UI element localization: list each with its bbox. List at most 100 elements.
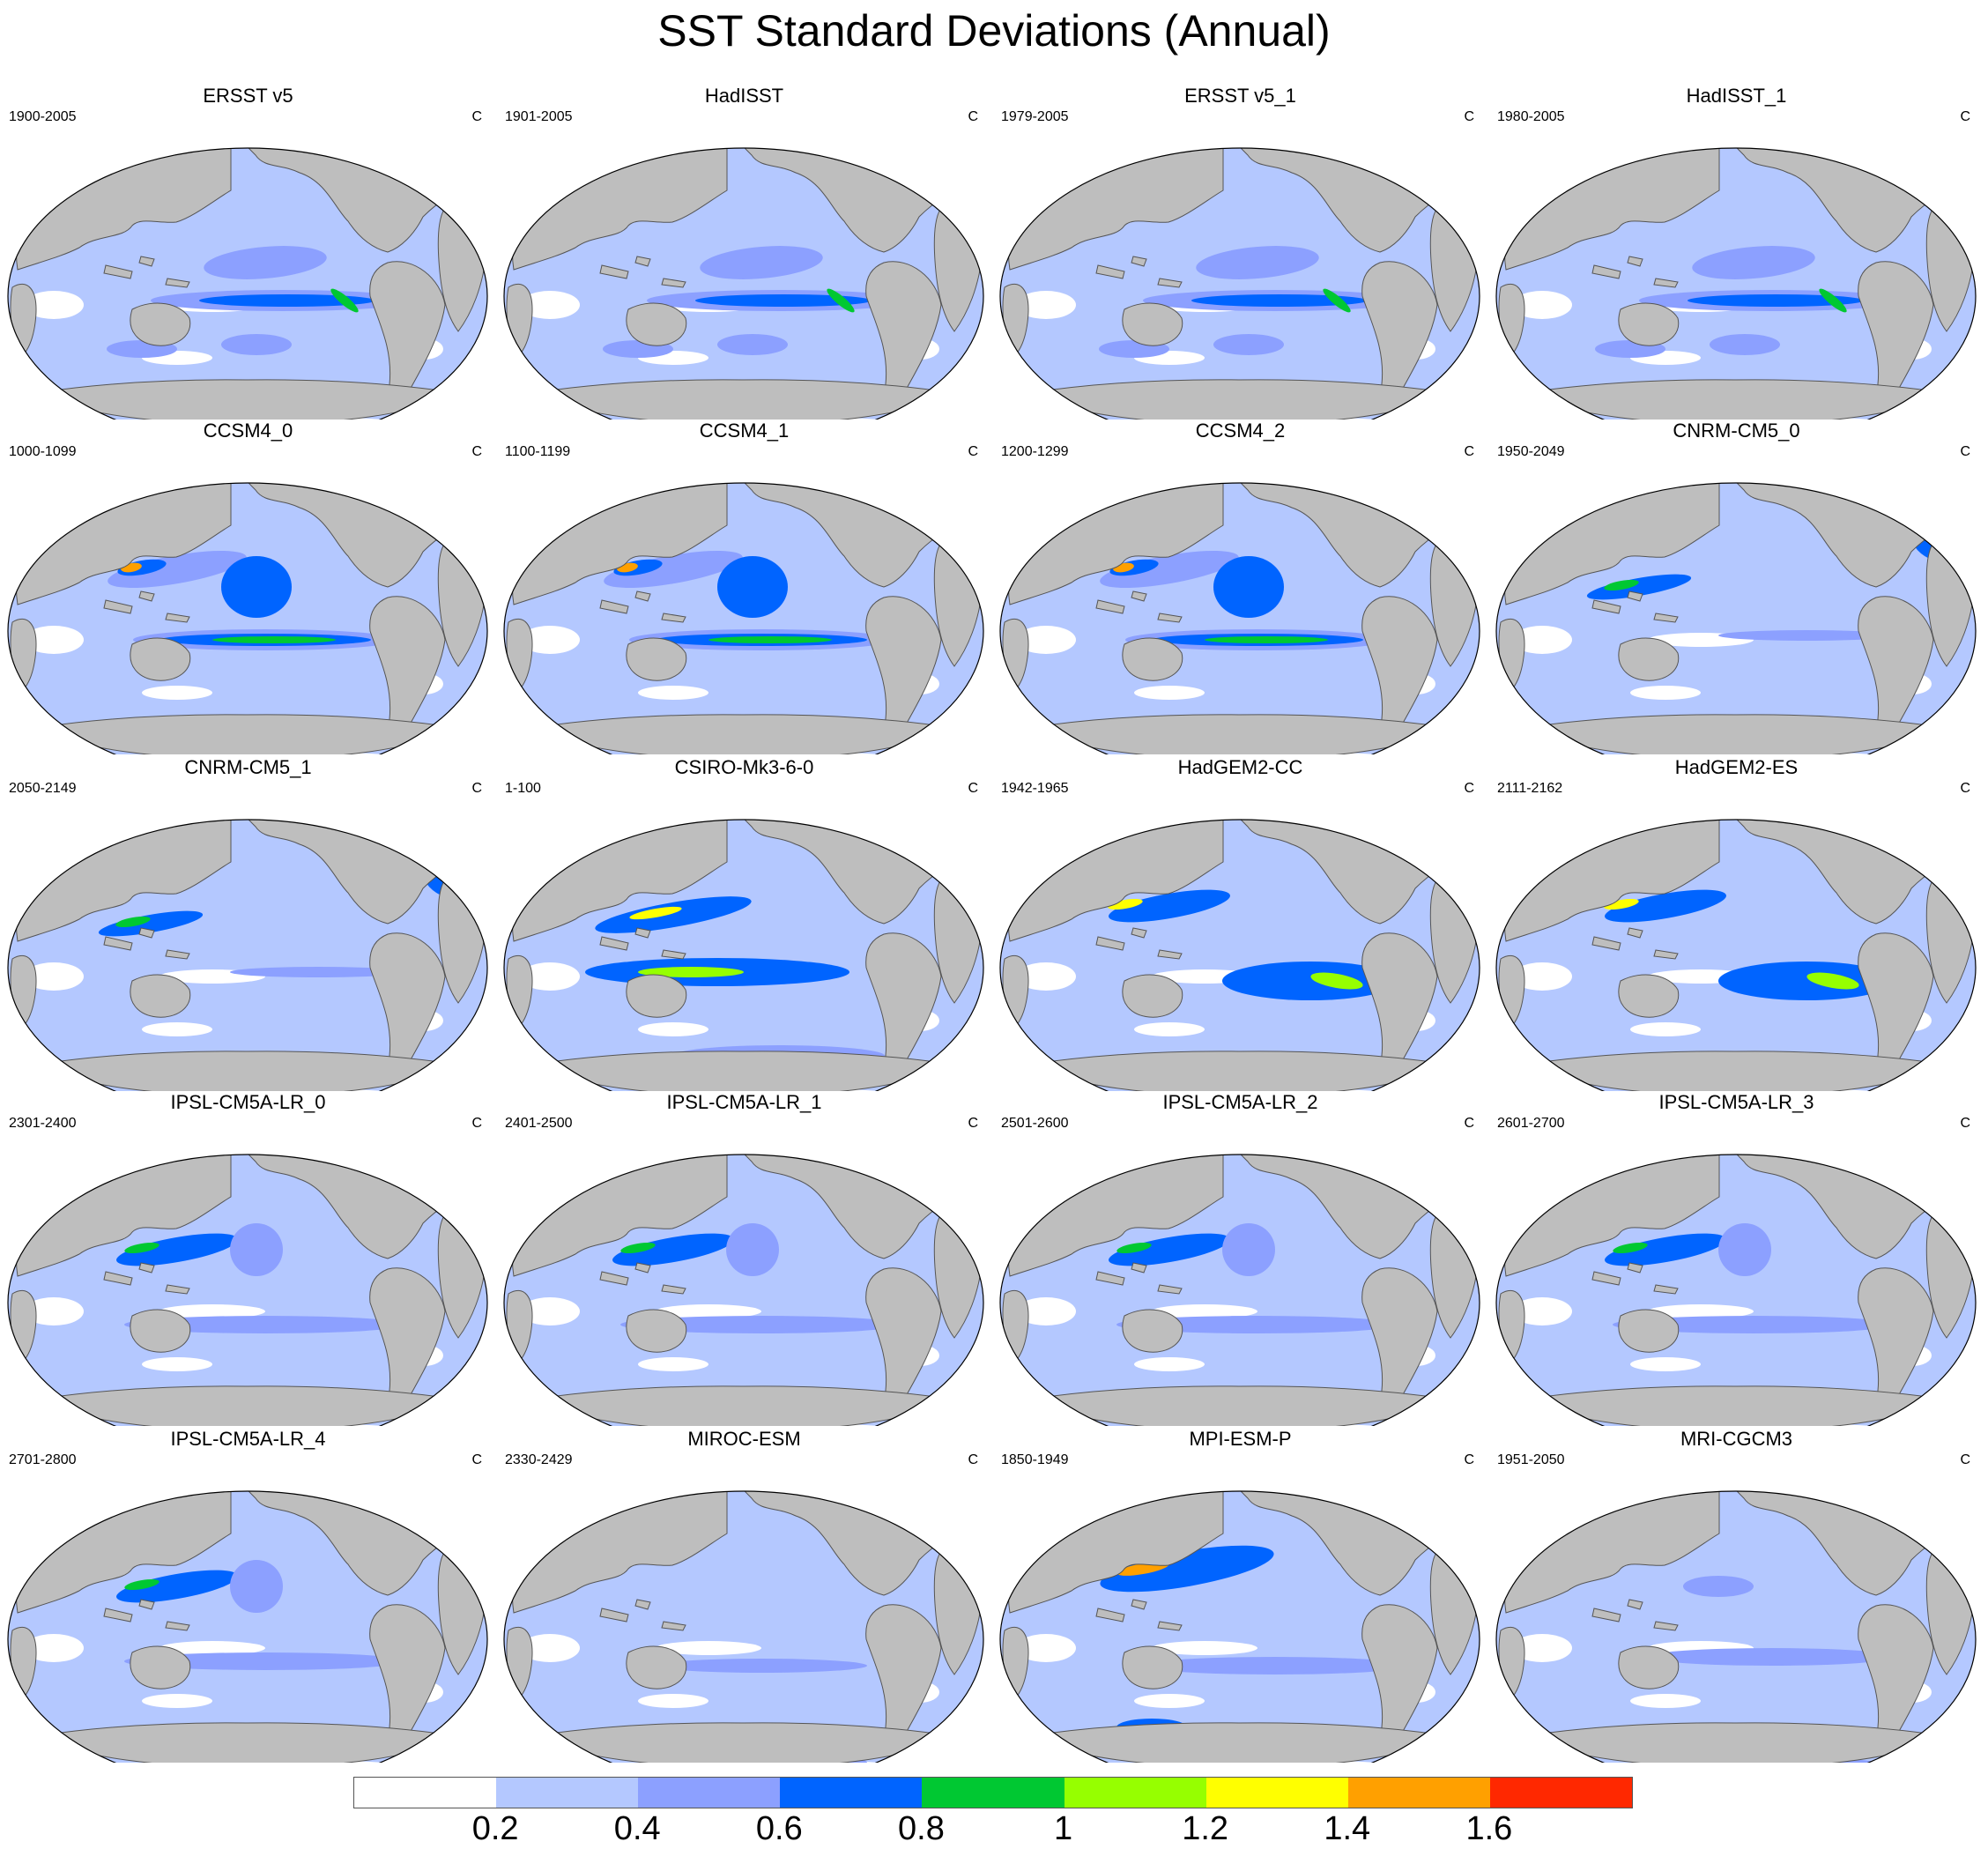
land-mass — [369, 483, 431, 494]
low-variance-patch — [142, 1022, 212, 1036]
panel-years: 2501-2600 — [1001, 1116, 1069, 1131]
panel-units: C — [1960, 1452, 1970, 1467]
sst-variance-contour — [1613, 1316, 1895, 1333]
map-panel: CSIRO-Mk3-6-0 1-100 C — [496, 756, 992, 1091]
panel-units: C — [471, 781, 482, 796]
sst-variance-contour — [717, 556, 788, 618]
sst-variance-contour — [1718, 630, 1895, 641]
sst-variance-contour — [1586, 574, 1692, 600]
sst-variance-contour — [1604, 579, 1639, 591]
sst-map — [503, 147, 984, 420]
map-border — [999, 1490, 1480, 1763]
colorbar-tick-label: 0.4 — [613, 1810, 661, 1847]
sst-variance-contour — [1648, 1648, 1895, 1666]
colorbar-tick-label: 1.2 — [1182, 1810, 1229, 1847]
sst-variance-contour — [230, 1560, 283, 1613]
land-mass — [165, 949, 190, 960]
panel-years: 1950-2049 — [1497, 444, 1565, 459]
colorbar-tick-label: 0.2 — [471, 1810, 519, 1847]
panel-years: 1942-1965 — [1001, 781, 1069, 796]
panel-years: 1-100 — [505, 781, 541, 796]
map-border — [1495, 147, 1977, 420]
panel-title: HadISST_1 — [1686, 85, 1787, 107]
land-mass — [165, 278, 190, 288]
land-mass — [634, 927, 651, 939]
land-mass — [1591, 936, 1621, 951]
colorbar-swatch — [496, 1778, 639, 1808]
land-mass — [1591, 1608, 1621, 1623]
land-mass — [1361, 1155, 1423, 1165]
land-mass — [15, 148, 232, 271]
land-mass — [1007, 483, 1224, 605]
map-border — [7, 819, 488, 1091]
sst-map — [7, 482, 488, 754]
panel-years: 2301-2400 — [9, 1116, 77, 1131]
low-variance-patch — [638, 1357, 708, 1371]
sst-variance-contour — [230, 967, 406, 977]
map-panel: MIROC-ESM 2330-2429 C — [496, 1428, 992, 1763]
sst-variance-contour — [1605, 889, 1726, 923]
map-panel: CCSM4_1 1100-1199 C — [496, 420, 992, 754]
map-panel: IPSL-CM5A-LR_1 2401-2500 C — [496, 1091, 992, 1426]
sst-variance-contour — [620, 1242, 656, 1254]
panel-title: CCSM4_1 — [699, 420, 790, 442]
low-variance-patch — [24, 962, 84, 991]
map-border — [503, 1490, 984, 1763]
low-variance-patch — [1512, 962, 1572, 991]
land-mass — [1858, 1155, 1919, 1165]
panel-units: C — [1464, 1452, 1474, 1467]
panel-units: C — [1960, 1116, 1970, 1131]
sst-variance-contour — [629, 906, 682, 920]
panel-units: C — [1960, 109, 1970, 124]
sst-variance-contour — [1108, 898, 1143, 910]
sst-variance-contour — [695, 294, 872, 307]
map-border — [7, 1154, 488, 1426]
low-variance-patch — [1512, 291, 1572, 319]
panel-title: ERSST v5_1 — [1184, 85, 1296, 107]
land-mass — [1095, 264, 1125, 279]
sst-variance-contour — [1806, 972, 1859, 990]
land-mass — [1007, 148, 1224, 271]
low-variance-patch — [1152, 1304, 1257, 1318]
land-mass — [130, 974, 191, 1018]
panel-title: IPSL-CM5A-LR_0 — [170, 1091, 326, 1113]
land-mass — [661, 1621, 686, 1631]
sst-variance-contour — [1710, 334, 1780, 355]
sst-variance-contour — [124, 1316, 406, 1333]
land-mass — [1157, 949, 1183, 960]
colorbar-swatch — [354, 1778, 497, 1808]
land-mass — [1007, 1155, 1224, 1277]
land-mass — [103, 264, 133, 279]
sst-map — [999, 819, 1480, 1091]
sst-variance-contour — [1688, 294, 1864, 307]
land-mass — [634, 1599, 651, 1610]
low-variance-patch — [1016, 626, 1076, 654]
map-border — [1495, 819, 1977, 1091]
colorbar-tick-label: 1 — [1053, 1810, 1073, 1847]
low-variance-patch — [24, 626, 84, 654]
land-mass — [1618, 974, 1680, 1018]
land-mass — [626, 1309, 687, 1353]
land-mass — [1095, 1608, 1125, 1623]
map-border — [1495, 1490, 1977, 1763]
land-mass — [865, 148, 927, 159]
map-panel: ERSST v5_1 1979-2005 C — [992, 85, 1488, 420]
land-mass — [626, 974, 687, 1018]
land-mass — [865, 483, 927, 494]
low-variance-patch — [159, 1641, 265, 1655]
colorbar-swatch — [1205, 1778, 1348, 1808]
sst-variance-contour — [1100, 1545, 1274, 1593]
panel-years: 2050-2149 — [9, 781, 77, 796]
low-variance-patch — [1134, 1357, 1205, 1371]
panel-units: C — [471, 109, 482, 124]
sst-variance-contour — [1205, 636, 1328, 643]
land-mass — [15, 1155, 232, 1277]
land-mass — [626, 302, 687, 346]
panel-title: ERSST v5 — [203, 85, 293, 107]
low-variance-patch — [1016, 1297, 1076, 1325]
low-variance-patch — [24, 1297, 84, 1325]
land-mass — [103, 1608, 133, 1623]
land-mass — [511, 148, 728, 271]
map-border — [7, 482, 488, 754]
panel-years: 1951-2050 — [1497, 1452, 1565, 1467]
